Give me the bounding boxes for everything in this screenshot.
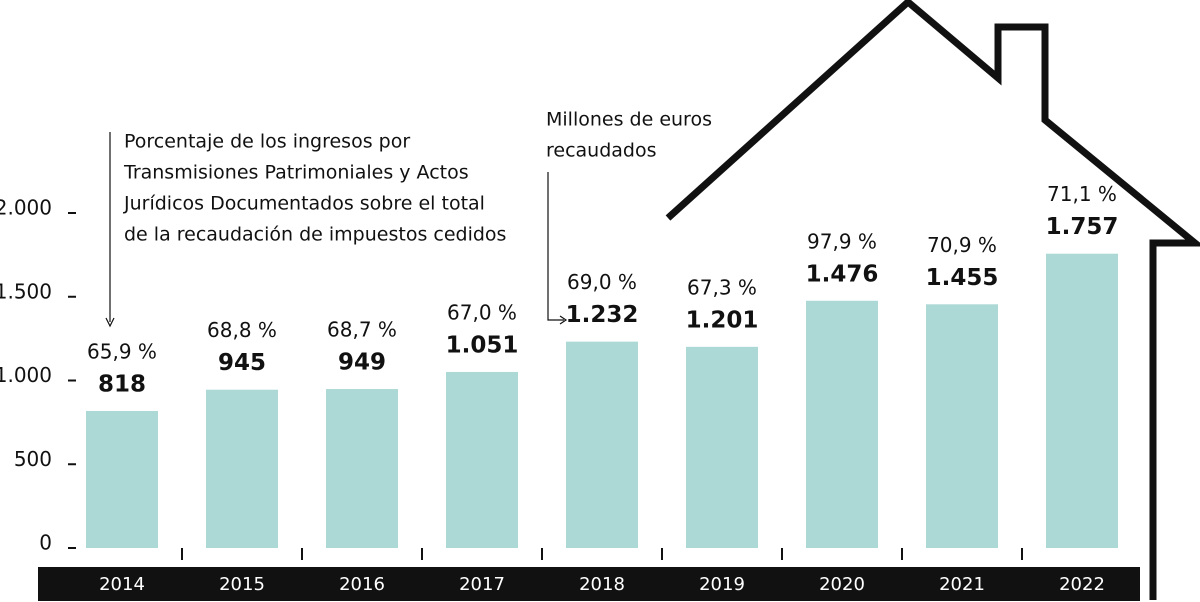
annotation: Transmisiones Patrimoniales y Actos xyxy=(123,162,469,184)
percent-label: 65,9 % xyxy=(87,339,157,363)
annotation-arrow xyxy=(105,317,115,328)
bar xyxy=(686,346,758,548)
value-label: 1.757 xyxy=(1046,214,1119,240)
percent-label: 67,0 % xyxy=(447,300,517,324)
x-tick-label: 2016 xyxy=(339,574,385,595)
x-tick-label: 2021 xyxy=(939,574,985,595)
percent-label: 69,0 % xyxy=(567,270,637,294)
y-tick-label: 2.000 xyxy=(0,196,52,220)
bar xyxy=(206,389,278,548)
x-tick-label: 2018 xyxy=(579,574,625,595)
percent-label: 68,8 % xyxy=(207,318,277,342)
x-axis-band xyxy=(38,567,1140,601)
x-tick-label: 2017 xyxy=(459,574,505,595)
value-label: 1.201 xyxy=(686,307,759,333)
y-tick-label: 1.000 xyxy=(0,363,52,387)
value-label: 1.232 xyxy=(566,302,639,328)
y-tick-label: 0 xyxy=(39,531,52,555)
annotation: Porcentaje de los ingresos por xyxy=(124,131,410,153)
bar xyxy=(446,371,518,548)
y-tick-label: 500 xyxy=(14,447,52,471)
bar xyxy=(566,341,638,548)
x-tick-label: 2022 xyxy=(1059,574,1105,595)
percent-label: 97,9 % xyxy=(807,229,877,253)
house-outline xyxy=(665,0,1200,600)
annotation-leader xyxy=(547,172,564,321)
bar xyxy=(326,389,398,548)
x-tick-label: 2019 xyxy=(699,574,745,595)
value-label: 1.051 xyxy=(446,332,519,358)
bar xyxy=(1046,253,1118,548)
percent-label: 68,7 % xyxy=(327,318,397,342)
y-tick-label: 1.500 xyxy=(0,279,52,303)
annotation: de la recaudación de impuestos cedidos xyxy=(124,224,506,246)
value-label: 1.476 xyxy=(806,261,879,287)
value-label: 1.455 xyxy=(926,265,999,291)
percent-label: 67,3 % xyxy=(687,275,757,299)
value-label: 945 xyxy=(218,350,266,376)
bar xyxy=(806,300,878,548)
x-tick-label: 2014 xyxy=(99,574,145,595)
bar xyxy=(926,304,998,548)
x-tick-label: 2015 xyxy=(219,574,265,595)
x-tick-label: 2020 xyxy=(819,574,865,595)
annotation: Jurídicos Documentados sobre el total xyxy=(123,193,485,215)
annotation: Millones de euros xyxy=(546,109,712,131)
value-label: 818 xyxy=(98,371,146,397)
value-label: 949 xyxy=(338,350,386,376)
annotation: recaudados xyxy=(546,140,657,162)
percent-label: 71,1 % xyxy=(1047,182,1117,206)
bar xyxy=(86,410,158,548)
percent-label: 70,9 % xyxy=(927,233,997,257)
annotation-arrow xyxy=(559,315,568,325)
